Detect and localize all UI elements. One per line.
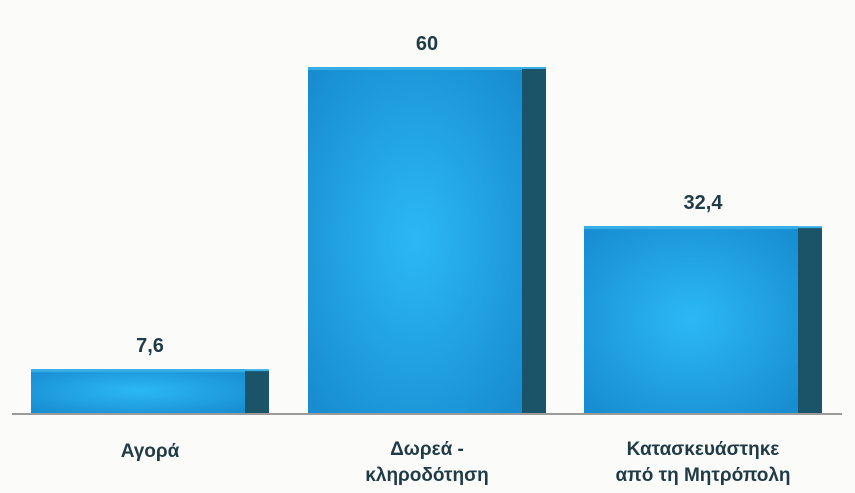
bars-group [31,67,822,413]
category-labels-group: Αγορά Δωρεά - κληροδότηση Κατασκευάστηκε από… [121,439,791,486]
bar-top-edge [308,67,546,70]
bar-side [798,228,822,413]
category-label: Κατασκευάστηκε [627,439,780,460]
value-label: 60 [416,33,438,55]
category-label: Αγορά [121,441,180,462]
bar-side [245,371,269,413]
category-label: Δωρεά - [390,439,464,460]
bar-top-edge [584,226,822,230]
bar-front [31,369,245,413]
bar-side [522,69,546,413]
value-labels-group: 7,6 60 32,4 [136,33,723,357]
category-label: κληροδότηση [365,465,488,486]
bar-top-edge [31,369,269,373]
value-label: 7,6 [136,335,164,357]
bar-front [584,226,798,413]
value-label: 32,4 [684,192,724,214]
category-label: από τη Μητρόπολη [615,465,790,486]
bar-front [308,67,522,413]
